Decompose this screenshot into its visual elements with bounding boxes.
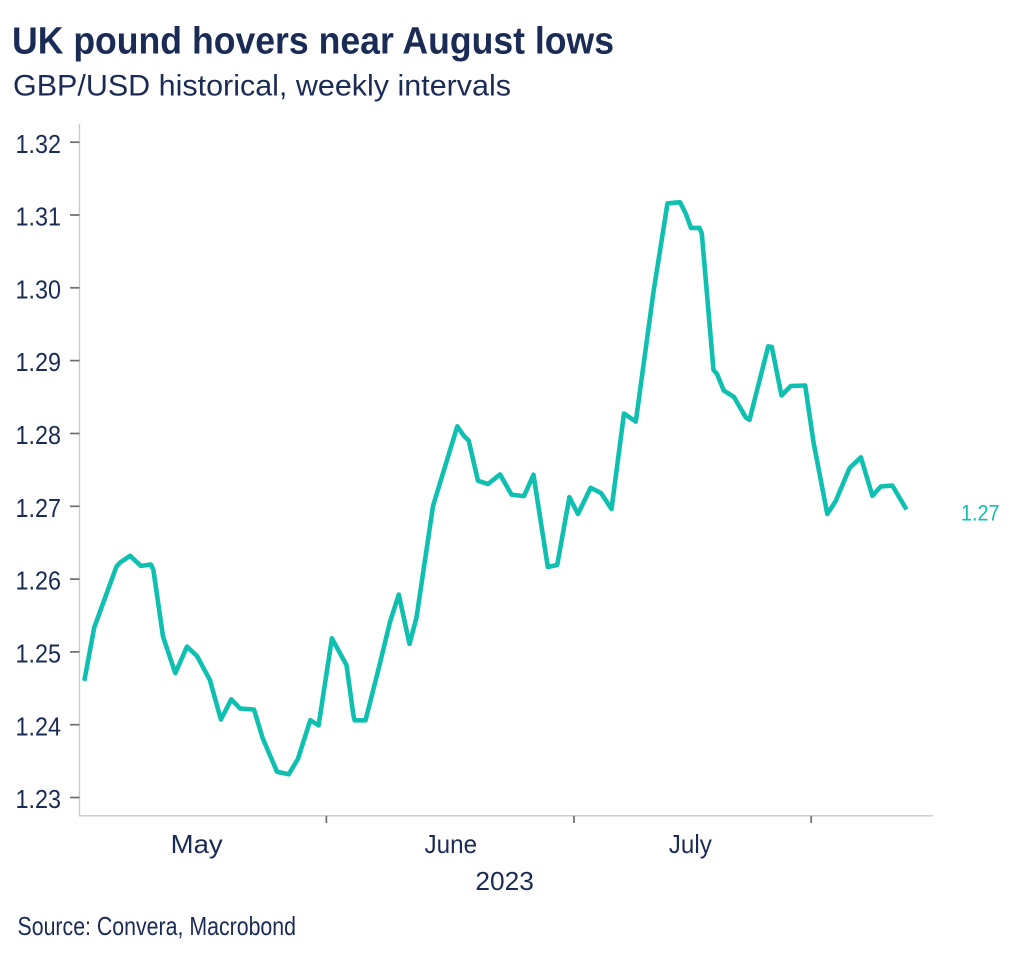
svg-text:UK pound hovers near August lo: UK pound hovers near August lows (12, 21, 614, 63)
svg-text:1.23: 1.23 (16, 784, 62, 814)
svg-text:1.29: 1.29 (16, 347, 62, 377)
svg-text:GBP/USD historical, weekly int: GBP/USD historical, weekly intervals (13, 69, 511, 102)
svg-text:1.32: 1.32 (16, 129, 62, 159)
svg-text:June: June (425, 829, 478, 859)
svg-text:1.25: 1.25 (16, 639, 62, 669)
svg-text:July: July (669, 829, 712, 859)
svg-text:May: May (171, 829, 223, 859)
svg-text:1.27: 1.27 (16, 493, 62, 523)
svg-text:1.27: 1.27 (961, 501, 1000, 526)
svg-text:Source: Convera, Macrobond: Source: Convera, Macrobond (18, 911, 297, 941)
svg-text:1.28: 1.28 (16, 420, 62, 450)
svg-text:2023: 2023 (475, 866, 534, 896)
svg-text:1.24: 1.24 (16, 711, 62, 741)
svg-text:1.30: 1.30 (16, 274, 62, 304)
svg-text:1.26: 1.26 (16, 566, 62, 596)
svg-text:1.31: 1.31 (16, 202, 62, 232)
